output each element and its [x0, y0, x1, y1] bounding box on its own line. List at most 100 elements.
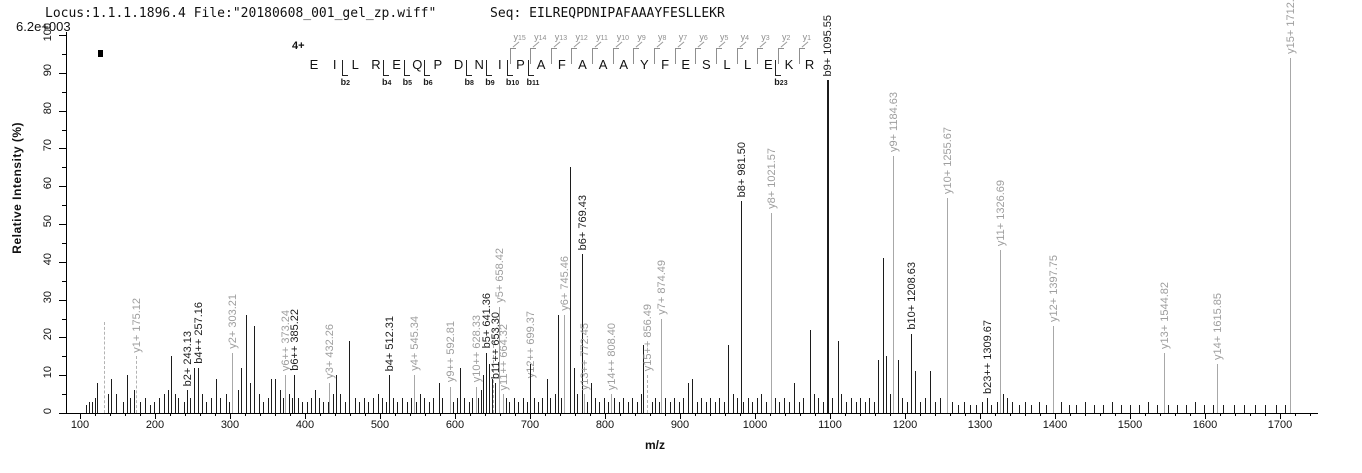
peak[interactable]: [140, 401, 141, 413]
peak[interactable]: [354, 397, 356, 413]
peak[interactable]: [1007, 397, 1008, 413]
peak[interactable]: [669, 401, 671, 413]
peak[interactable]: [506, 397, 507, 413]
peak[interactable]: [282, 397, 284, 413]
peak[interactable]: [643, 344, 645, 413]
peak[interactable]: [935, 401, 936, 413]
peak[interactable]: [298, 397, 300, 413]
peak[interactable]: [104, 322, 105, 413]
peak[interactable]: [206, 401, 207, 413]
peak-y2+[interactable]: [232, 352, 234, 413]
peak[interactable]: [189, 397, 191, 413]
peak[interactable]: [1244, 405, 1245, 413]
peak[interactable]: [178, 397, 180, 413]
peak[interactable]: [692, 378, 693, 413]
peak[interactable]: [1061, 401, 1062, 413]
peak[interactable]: [851, 397, 852, 413]
peak-y10++[interactable]: [476, 386, 478, 413]
peak[interactable]: [1194, 401, 1196, 413]
peak[interactable]: [569, 167, 571, 413]
peak[interactable]: [464, 397, 465, 413]
peak[interactable]: [882, 258, 884, 413]
peak[interactable]: [271, 378, 273, 413]
peak-y8+[interactable]: [771, 212, 773, 413]
peak-y9+[interactable]: [893, 155, 895, 413]
peak[interactable]: [1185, 405, 1187, 413]
peak[interactable]: [267, 397, 269, 413]
peak[interactable]: [737, 397, 738, 413]
peak-y1+[interactable]: [136, 356, 138, 413]
peak-b11++[interactable]: [494, 382, 496, 413]
peak[interactable]: [665, 397, 666, 413]
peak[interactable]: [170, 356, 172, 413]
peak[interactable]: [599, 401, 600, 413]
peak[interactable]: [174, 394, 176, 413]
peak[interactable]: [468, 401, 470, 413]
peak[interactable]: [229, 401, 231, 413]
peak[interactable]: [1167, 405, 1169, 413]
peak[interactable]: [130, 397, 132, 413]
peak[interactable]: [542, 397, 543, 413]
peak[interactable]: [723, 401, 725, 413]
peak[interactable]: [603, 397, 605, 413]
peak[interactable]: [1254, 405, 1256, 413]
peak[interactable]: [803, 397, 804, 413]
peak[interactable]: [765, 401, 767, 413]
peak[interactable]: [732, 394, 734, 413]
peak[interactable]: [442, 397, 444, 413]
peak[interactable]: [249, 382, 251, 413]
peak[interactable]: [1284, 405, 1286, 413]
peak[interactable]: [674, 397, 675, 413]
peak[interactable]: [482, 375, 484, 413]
peak[interactable]: [306, 401, 308, 413]
peak[interactable]: [1223, 405, 1224, 413]
peak[interactable]: [975, 405, 977, 413]
peak[interactable]: [491, 378, 493, 413]
peak-b2+[interactable]: [187, 390, 189, 413]
peak[interactable]: [423, 397, 425, 413]
peak[interactable]: [969, 405, 971, 413]
peak[interactable]: [1176, 405, 1178, 413]
peak[interactable]: [438, 382, 440, 413]
peak[interactable]: [623, 397, 624, 413]
peak[interactable]: [457, 397, 459, 413]
peak[interactable]: [288, 394, 290, 413]
peak[interactable]: [472, 397, 474, 413]
peak[interactable]: [1085, 401, 1086, 413]
peak[interactable]: [215, 378, 217, 413]
peak[interactable]: [1157, 405, 1158, 413]
peak[interactable]: [719, 397, 720, 413]
peak[interactable]: [416, 401, 417, 413]
peak[interactable]: [377, 394, 379, 413]
peak[interactable]: [372, 397, 374, 413]
peak[interactable]: [460, 367, 462, 413]
peak-b8+[interactable]: [741, 201, 743, 413]
peak[interactable]: [116, 394, 117, 413]
peak-b9+[interactable]: [826, 80, 829, 413]
peak[interactable]: [855, 401, 857, 413]
peak[interactable]: [627, 401, 629, 413]
peak[interactable]: [845, 401, 847, 413]
peak-b6++[interactable]: [293, 375, 295, 413]
peak[interactable]: [194, 367, 195, 413]
peak[interactable]: [1025, 401, 1026, 413]
peak[interactable]: [392, 397, 394, 413]
peak[interactable]: [818, 397, 819, 413]
peak[interactable]: [302, 401, 303, 413]
peak[interactable]: [632, 397, 633, 413]
peak[interactable]: [275, 378, 276, 413]
peak[interactable]: [743, 401, 744, 413]
peak[interactable]: [752, 401, 753, 413]
peak[interactable]: [533, 397, 535, 413]
peak[interactable]: [774, 397, 776, 413]
peak-y14++[interactable]: [611, 394, 613, 413]
peak[interactable]: [573, 367, 575, 413]
peak[interactable]: [363, 397, 365, 413]
peak[interactable]: [1002, 394, 1004, 413]
peak[interactable]: [1148, 401, 1149, 413]
peak[interactable]: [1265, 405, 1266, 413]
peak[interactable]: [783, 397, 785, 413]
peak[interactable]: [886, 356, 888, 413]
peak[interactable]: [258, 394, 260, 413]
peak[interactable]: [654, 397, 656, 413]
